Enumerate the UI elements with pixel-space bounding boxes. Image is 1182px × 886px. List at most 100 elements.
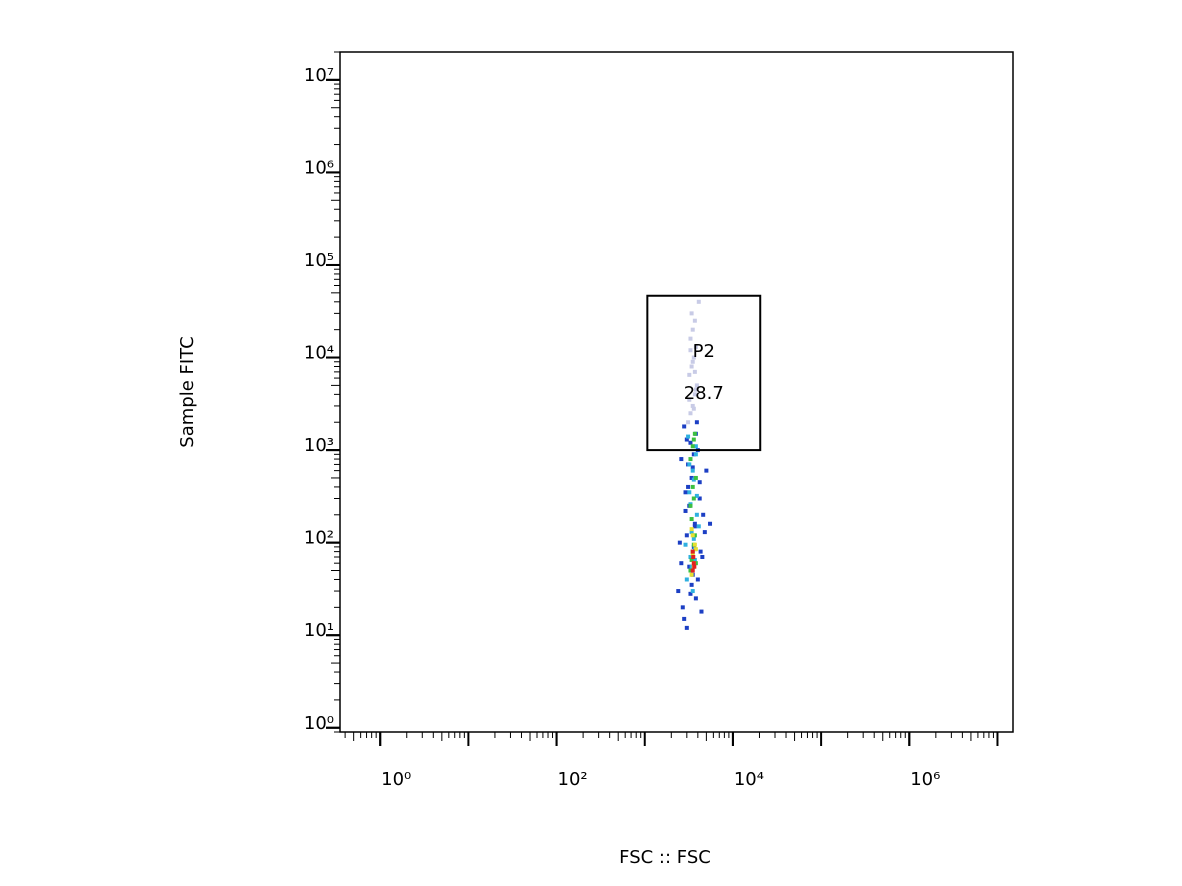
- data-point: [686, 484, 691, 489]
- data-point: [691, 355, 696, 360]
- data-point: [694, 420, 699, 425]
- data-point: [692, 524, 697, 529]
- data-point: [693, 475, 698, 480]
- data-point: [686, 420, 691, 425]
- data-point: [688, 503, 693, 508]
- data-point: [708, 521, 713, 526]
- gate: [646, 294, 762, 452]
- y-tick-label: 10²: [304, 528, 334, 549]
- y-tick-label: 10⁶: [304, 157, 334, 178]
- data-point: [692, 318, 697, 323]
- data-point: [691, 536, 696, 541]
- data-point: [687, 490, 692, 495]
- x-tick-label: 10⁰: [381, 769, 411, 790]
- data-point: [690, 468, 695, 473]
- data-point: [689, 564, 694, 569]
- data-point: [696, 299, 701, 304]
- data-point: [689, 517, 694, 522]
- data-point: [688, 457, 693, 462]
- data-point: [690, 465, 695, 470]
- data-point: [691, 437, 696, 442]
- x-tick-label: 10⁶: [910, 769, 940, 790]
- data-point: [684, 625, 689, 630]
- y-tick-label: 10⁴: [304, 343, 334, 364]
- data-point: [693, 344, 698, 349]
- data-point: [694, 383, 699, 388]
- plot-frame: [339, 51, 1014, 733]
- data-point: [682, 616, 687, 621]
- data-point: [682, 424, 687, 429]
- data-point: [698, 549, 703, 554]
- data-point: [697, 496, 702, 501]
- data-point: [700, 554, 705, 559]
- x-axis-label: FSC :: FSC: [619, 847, 711, 868]
- data-point: [694, 512, 699, 517]
- data-point: [704, 468, 709, 473]
- data-point: [689, 572, 694, 577]
- data-point: [690, 549, 695, 554]
- data-point: [693, 452, 698, 457]
- data-point: [679, 561, 684, 566]
- data-point: [693, 596, 698, 601]
- gate-value: 28.7: [684, 383, 724, 404]
- data-point: [680, 605, 685, 610]
- data-point: [689, 582, 694, 587]
- data-point: [686, 434, 691, 439]
- data-point: [690, 589, 695, 594]
- y-tick-label: 10⁵: [304, 250, 334, 271]
- data-point: [702, 530, 707, 535]
- data-point: [683, 542, 688, 547]
- data-point: [690, 484, 695, 489]
- data-point: [690, 568, 695, 573]
- data-point: [693, 561, 698, 566]
- data-point: [692, 521, 697, 526]
- y-tick-label: 10³: [304, 435, 334, 456]
- data-point: [688, 591, 693, 596]
- data-point: [692, 557, 697, 562]
- data-point: [688, 440, 693, 445]
- data-point: [683, 490, 688, 495]
- data-point: [684, 533, 689, 538]
- data-point: [699, 609, 704, 614]
- data-point: [690, 552, 695, 557]
- y-tick-label: 10⁷: [304, 65, 334, 86]
- data-point: [691, 406, 696, 411]
- data-point: [692, 392, 697, 397]
- data-point: [693, 387, 698, 392]
- data-point: [687, 397, 692, 402]
- data-point: [691, 496, 696, 501]
- data-point: [691, 452, 696, 457]
- data-point: [690, 444, 695, 449]
- data-point: [691, 477, 696, 482]
- data-point: [677, 540, 682, 545]
- data-point: [684, 437, 689, 442]
- data-point: [696, 524, 701, 529]
- y-tick-label: 10¹: [304, 620, 334, 641]
- data-point: [689, 530, 694, 535]
- data-point: [687, 564, 692, 569]
- gate-name: P2: [693, 341, 715, 362]
- data-point: [689, 557, 694, 562]
- data-point: [690, 359, 695, 364]
- data-point: [692, 369, 697, 374]
- data-point: [691, 554, 696, 559]
- y-axis-label: Sample FITC: [177, 336, 198, 447]
- data-point: [691, 561, 696, 566]
- data-point: [688, 411, 693, 416]
- data-point: [687, 462, 692, 467]
- data-point: [692, 431, 697, 436]
- data-point: [689, 311, 694, 316]
- data-point: [690, 533, 695, 538]
- data-point: [688, 336, 693, 341]
- data-point: [676, 589, 681, 594]
- data-point: [695, 577, 700, 582]
- data-point: [689, 364, 694, 369]
- data-point: [692, 542, 697, 547]
- data-point: [688, 554, 693, 559]
- data-point: [688, 348, 693, 353]
- data-point: [679, 457, 684, 462]
- data-point: [693, 547, 698, 552]
- data-point: [690, 327, 695, 332]
